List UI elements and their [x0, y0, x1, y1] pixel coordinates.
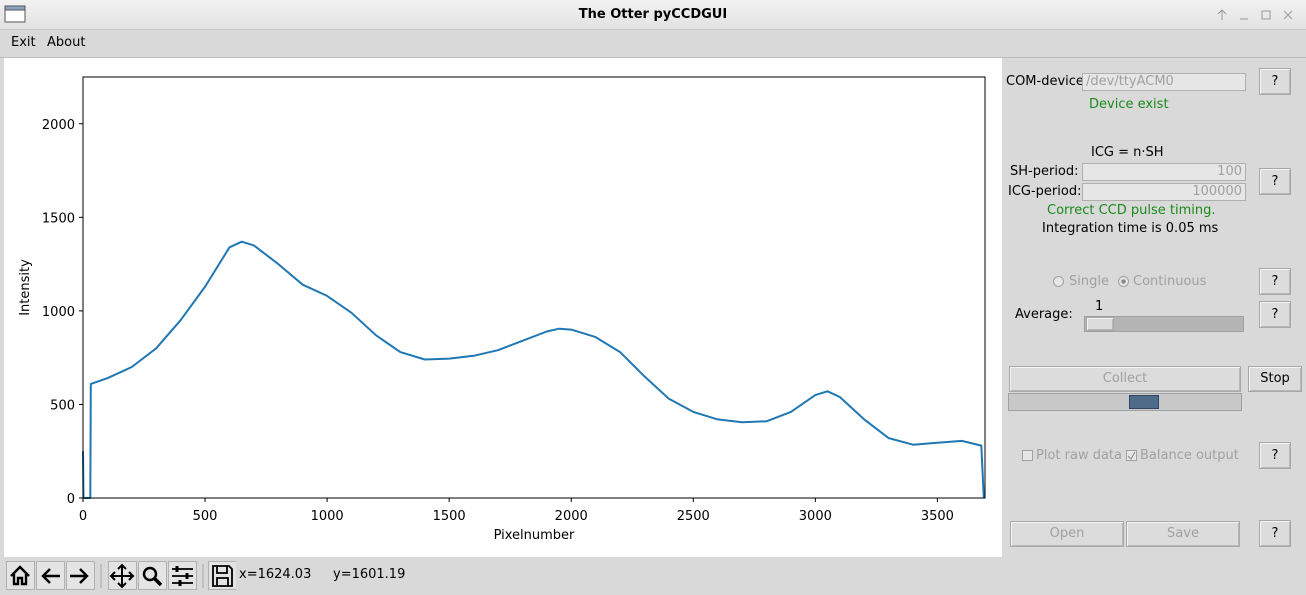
balance-checkbox[interactable]	[1126, 450, 1137, 461]
y-axis-label: Intensity	[18, 259, 33, 316]
x-tick-label: 3500	[921, 509, 954, 524]
axes-frame	[82, 76, 986, 499]
help-button[interactable]: ?	[1259, 268, 1291, 295]
progress-chunk	[1129, 395, 1159, 409]
x-tick-label: 0	[79, 509, 87, 524]
x-tick-label: 3000	[799, 509, 832, 524]
sh-input: 100	[1082, 163, 1246, 181]
plot-raw-label[interactable]: Plot raw data	[1036, 448, 1122, 463]
title-bar: The Otter pyCCDGUI	[0, 0, 1306, 30]
plot: 0 500 1000 1500 2000 2500 3000 3500 0 500 1000 1500…	[4, 58, 1002, 557]
collect-button[interactable]: Collect	[1009, 366, 1241, 392]
x-tick-label: 1000	[311, 509, 344, 524]
icg-formula: ICG = n·SH	[1091, 145, 1164, 160]
balance-label[interactable]: Balance output	[1140, 448, 1239, 463]
x-tick-label: 500	[193, 509, 218, 524]
window-controls[interactable]	[1212, 6, 1302, 24]
window-icon	[4, 5, 26, 23]
help-button[interactable]: ?	[1259, 520, 1291, 547]
timing-status: Correct CCD pulse timing.	[1047, 203, 1216, 218]
com-input: /dev/ttyACM0	[1082, 73, 1246, 91]
help-button[interactable]: ?	[1259, 442, 1291, 469]
menu-item[interactable]: Exit	[11, 35, 36, 50]
icg-input: 100000	[1082, 183, 1246, 201]
icg-label: ICG-period:	[1008, 184, 1082, 199]
menu-bar	[0, 30, 1306, 58]
continuous-label[interactable]: Continuous	[1133, 274, 1207, 289]
stop-button[interactable]: Stop	[1248, 366, 1302, 392]
y-tick-label: 2000	[42, 118, 75, 133]
help-button[interactable]: ?	[1259, 301, 1291, 328]
help-button[interactable]: ?	[1259, 68, 1291, 95]
plot-raw-checkbox[interactable]	[1022, 450, 1033, 461]
y-tick-label: 0	[67, 492, 75, 507]
x-tick-label: 2500	[677, 509, 710, 524]
toolbar: x=1624.03 y=1601.19	[0, 558, 1306, 595]
data-line	[82, 240, 985, 499]
integration-time: Integration time is 0.05 ms	[1042, 221, 1219, 236]
menu-item[interactable]: About	[47, 35, 86, 50]
radio-single[interactable]	[1053, 276, 1064, 287]
open-button[interactable]: Open	[1010, 521, 1124, 547]
cursor-x: x=1624.03	[239, 567, 312, 582]
com-label: COM-device:	[1006, 74, 1089, 89]
x-tick-label: 1500	[433, 509, 466, 524]
x-tick-label: 2000	[555, 509, 588, 524]
window-title: The Otter pyCCDGUI	[578, 7, 728, 22]
progress-bar	[1008, 393, 1242, 411]
y-tick-label: 1500	[42, 211, 75, 226]
check-mark	[1127, 451, 1136, 460]
y-tick-label: 1000	[42, 305, 75, 320]
com-status: Device exist	[1089, 97, 1169, 112]
radio-continuous[interactable]	[1118, 276, 1129, 287]
x-axis-label: Pixelnumber	[494, 528, 575, 543]
sh-label: SH-period:	[1010, 164, 1079, 179]
y-tick-label: 500	[50, 398, 75, 413]
average-label: Average:	[1015, 307, 1073, 322]
slider-handle[interactable]	[1086, 317, 1114, 331]
average-slider[interactable]	[1084, 316, 1244, 332]
single-label[interactable]: Single	[1069, 274, 1109, 289]
help-button[interactable]: ?	[1259, 168, 1291, 195]
cursor-y: y=1601.19	[333, 567, 406, 582]
average-value: 1	[1095, 299, 1104, 314]
toolbar-icons[interactable]	[6, 561, 236, 591]
save-button[interactable]: Save	[1126, 521, 1240, 547]
